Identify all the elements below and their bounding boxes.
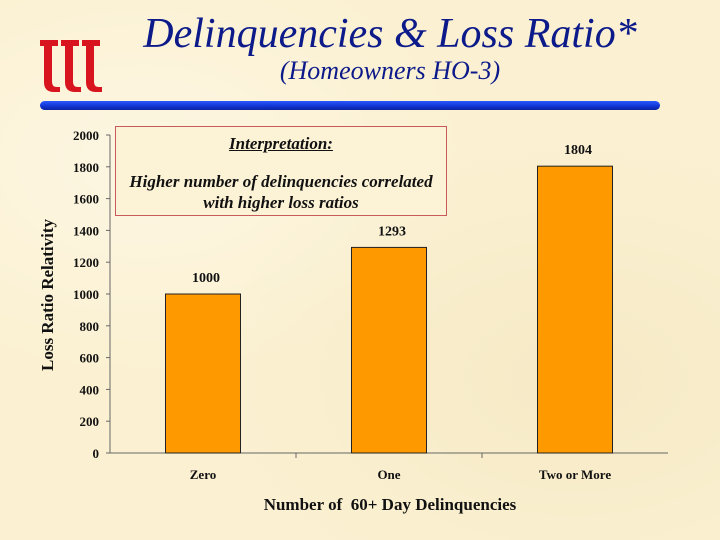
y-tick-label: 200 <box>80 414 100 429</box>
y-tick-label: 0 <box>93 446 100 461</box>
triple-t-logo-icon <box>40 40 102 92</box>
y-tick-label: 1800 <box>73 160 99 175</box>
data-label: 1804 <box>564 143 592 158</box>
slide-title: Delinquencies & Loss Ratio* <box>143 11 637 57</box>
y-tick-label: 600 <box>80 351 100 366</box>
y-tick-label: 800 <box>80 319 100 334</box>
x-tick-label: Zero <box>190 467 216 482</box>
slide-subtitle: (Homeowners HO-3) <box>279 56 501 85</box>
x-axis-title: Number of 60+ Day Delinquencies <box>264 495 517 514</box>
x-tick-label: One <box>377 467 400 482</box>
y-tick-label: 400 <box>80 382 100 397</box>
interpretation-box: Interpretation: Higher number of delinqu… <box>115 126 447 216</box>
data-label: 1000 <box>192 271 220 286</box>
bar-one <box>351 246 427 454</box>
bar-zero <box>165 293 241 454</box>
y-tick-label: 1200 <box>73 255 99 270</box>
bar-two-or-more <box>537 165 613 454</box>
y-tick-label: 1600 <box>73 192 99 207</box>
title-divider <box>40 101 660 110</box>
y-tick-label: 2000 <box>73 128 99 143</box>
x-tick-label: Two or More <box>539 467 611 482</box>
data-label: 1293 <box>378 224 406 239</box>
interpretation-text: Higher number of delinquencies correlate… <box>129 172 433 212</box>
y-tick-label: 1400 <box>73 223 99 238</box>
y-tick-label: 1000 <box>73 287 99 302</box>
y-axis-title: Loss Ratio Relativity <box>38 218 57 371</box>
interpretation-heading: Interpretation: <box>229 134 333 153</box>
